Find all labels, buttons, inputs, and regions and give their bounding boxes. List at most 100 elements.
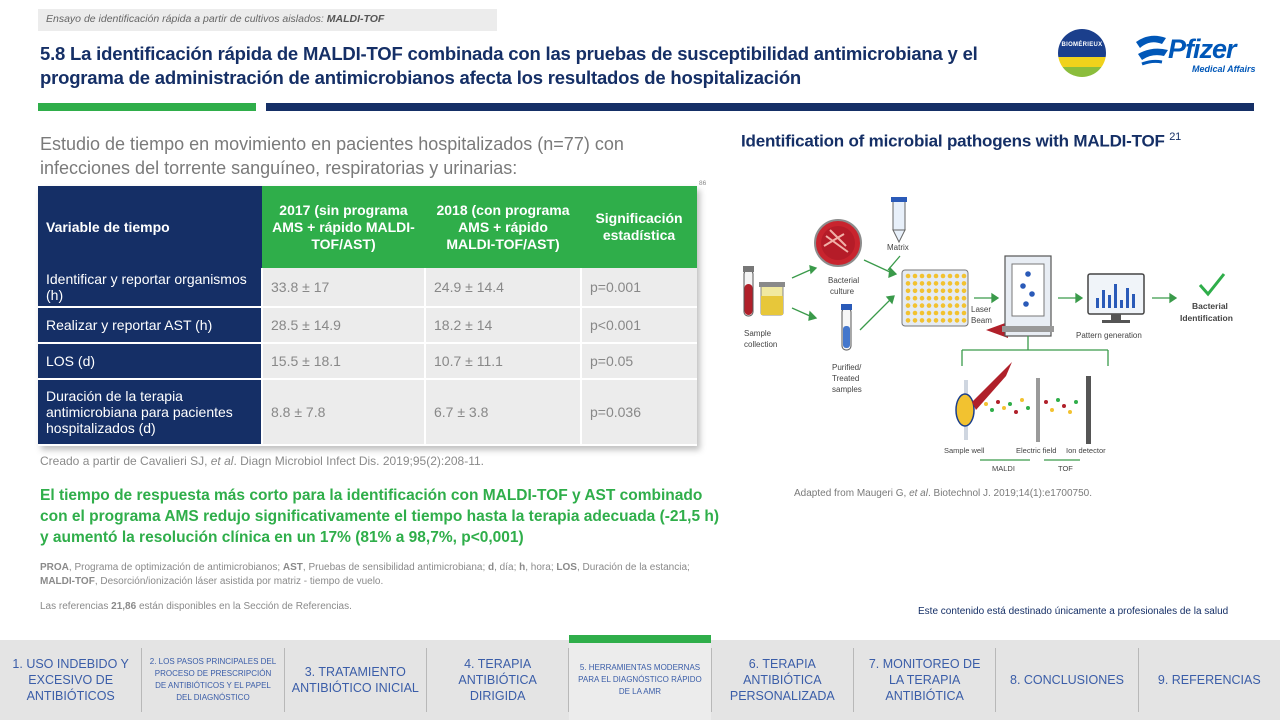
purified-tube-icon bbox=[841, 304, 852, 351]
plate-well bbox=[954, 273, 960, 279]
pfizer-mark-icon bbox=[1136, 35, 1168, 66]
label-purified-3: samples bbox=[832, 385, 862, 394]
cell-2017: 15.5 ± 18.1 bbox=[261, 343, 425, 380]
plate-well bbox=[905, 288, 911, 294]
plate-well bbox=[940, 288, 946, 294]
study-description: Estudio de tiempo en movimiento en pacie… bbox=[40, 134, 624, 178]
plate-well bbox=[961, 318, 967, 323]
plate-well bbox=[926, 295, 932, 301]
arrow-icon bbox=[1152, 292, 1178, 304]
label-ion-detector: Ion detector bbox=[1066, 446, 1106, 455]
ion-particle bbox=[1062, 404, 1066, 408]
nav-item-5[interactable]: 5. HERRAMIENTAS MODERNAS PARA EL DIAGNÓS… bbox=[569, 635, 711, 720]
ion-particle bbox=[1002, 406, 1006, 410]
plate-well bbox=[947, 281, 953, 286]
plate-well bbox=[919, 281, 925, 286]
label-matrix: Matrix bbox=[887, 243, 909, 252]
abbrev-def: , día; bbox=[494, 562, 520, 573]
maldi-tof-diagram: Sample collection Bacterial culture Puri… bbox=[743, 197, 1233, 473]
table-header: 2017 (sin programa AMS + rápido MALDI-TO… bbox=[262, 186, 425, 268]
ion-detector-icon bbox=[1086, 376, 1091, 444]
electric-field-icon bbox=[1036, 378, 1040, 442]
references-text: Las referencias bbox=[40, 601, 112, 612]
abbrev-term: MALDI-TOF bbox=[40, 576, 95, 587]
plate-well bbox=[905, 295, 911, 301]
abbrev-def: , hora; bbox=[525, 562, 557, 573]
plate-well bbox=[926, 310, 932, 316]
nav-separator bbox=[1137, 648, 1139, 712]
divider-green bbox=[38, 103, 256, 111]
nav-item-4[interactable]: 4. TERAPIA ANTIBIÓTICA DIRIGIDA bbox=[458, 657, 537, 703]
table-header: Variable de tiempo bbox=[38, 186, 262, 268]
cell-2017: 33.8 ± 17 bbox=[261, 268, 425, 308]
checkmark-icon bbox=[1198, 273, 1226, 297]
monitor-icon bbox=[1087, 273, 1145, 323]
plate-well bbox=[919, 273, 925, 279]
nav-separator bbox=[425, 648, 427, 712]
table-header: Significación estadística bbox=[581, 186, 697, 268]
plate-well bbox=[940, 310, 946, 316]
key-finding: El tiempo de respuesta más corto para la… bbox=[40, 487, 720, 546]
ion-particle bbox=[1068, 410, 1072, 414]
plate-well bbox=[919, 303, 925, 308]
cell-2018: 6.7 ± 3.8 bbox=[424, 379, 581, 446]
label-sample-collection-1: Sample bbox=[744, 329, 772, 338]
plate-well bbox=[947, 310, 953, 316]
plate-well bbox=[912, 303, 918, 308]
plate-well bbox=[954, 303, 960, 308]
nav-item-9[interactable]: 9. REFERENCIAS bbox=[1157, 673, 1261, 687]
pfizer-logo: Pfizer Medical Affairs bbox=[1132, 28, 1257, 78]
diagram-citation-text: Adapted from Maugeri G, bbox=[794, 488, 910, 499]
arrow-icon bbox=[859, 255, 901, 331]
table-reference: 86 bbox=[699, 180, 707, 187]
plate-well bbox=[954, 288, 960, 294]
nav-item-1[interactable]: 1. USO INDEBIDO Y EXCESIVO DE ANTIBIÓTIC… bbox=[12, 657, 129, 703]
nav-item-2[interactable]: 2. LOS PASOS PRINCIPALES DEL PROCESO DE … bbox=[149, 657, 277, 702]
nav-item-6[interactable]: 6. TERAPIA ANTIBIÓTICA PERSONALIZADA bbox=[729, 657, 835, 703]
label-maldi: MALDI bbox=[992, 464, 1015, 473]
ion-particle bbox=[1074, 400, 1078, 404]
plate-well bbox=[926, 318, 932, 323]
plate-well bbox=[947, 318, 953, 323]
nav-item-3[interactable]: 3. TRATAMIENTO ANTIBIÓTICO INICIAL bbox=[291, 665, 419, 695]
nav-separator bbox=[852, 648, 854, 712]
ion-particle bbox=[1008, 402, 1012, 406]
plate-well bbox=[933, 303, 939, 308]
plate-well bbox=[947, 295, 953, 301]
label-bacterial-culture-1: Bacterial bbox=[828, 276, 859, 285]
label-purified-1: Purified/ bbox=[832, 363, 862, 372]
table-row: Identificar y reportar organismos (h) 33… bbox=[38, 268, 697, 308]
cell-significance: p=0.05 bbox=[580, 343, 697, 380]
nav-item-7[interactable]: 7. MONITOREO DE LA TERAPIA ANTIBIÓTICA bbox=[868, 657, 981, 703]
diagram-title-text: Identification of microbial pathogens wi… bbox=[741, 131, 1165, 151]
plate-well bbox=[905, 318, 911, 323]
nav-item-8[interactable]: 8. CONCLUSIONES bbox=[1010, 673, 1124, 687]
plate-well bbox=[947, 273, 953, 279]
plate-well bbox=[961, 288, 967, 294]
ion-particle bbox=[1044, 400, 1048, 404]
label-tof: TOF bbox=[1058, 464, 1073, 473]
plate-well bbox=[961, 281, 967, 286]
ion-particle bbox=[1026, 406, 1030, 410]
abbrev-def: , Duración de la estancia; bbox=[576, 562, 690, 573]
plate-well bbox=[961, 295, 967, 301]
row-label: Identificar y reportar organismos (h) bbox=[38, 268, 262, 308]
plate-well bbox=[926, 273, 932, 279]
table-row: Duración de la terapia antimicrobiana pa… bbox=[38, 379, 697, 446]
plate-well bbox=[933, 288, 939, 294]
ion-particle bbox=[990, 408, 994, 412]
source-citation: Creado a partir de Cavalieri SJ, et al. … bbox=[40, 454, 484, 468]
ion-particle bbox=[1050, 408, 1054, 412]
divider-blue bbox=[266, 103, 1254, 111]
cell-2017: 8.8 ± 7.8 bbox=[261, 379, 425, 446]
plate-well bbox=[926, 288, 932, 294]
plate-well bbox=[919, 295, 925, 301]
abbrev-def: , Pruebas de sensibilidad antimicrobiana… bbox=[302, 562, 489, 573]
diagram-title-sup: 21 bbox=[1169, 131, 1182, 143]
biomerieux-logo-text: BIOMÉRIEUX bbox=[1061, 42, 1103, 48]
plate-well bbox=[919, 310, 925, 316]
matrix-tube-icon bbox=[891, 197, 907, 244]
ion-particle bbox=[984, 402, 988, 406]
abbrev-def: , Programa de optimización de antimicrob… bbox=[68, 562, 283, 573]
citation-suffix: . Diagn Microbiol Infect Dis. 2019;95(2)… bbox=[233, 454, 485, 468]
